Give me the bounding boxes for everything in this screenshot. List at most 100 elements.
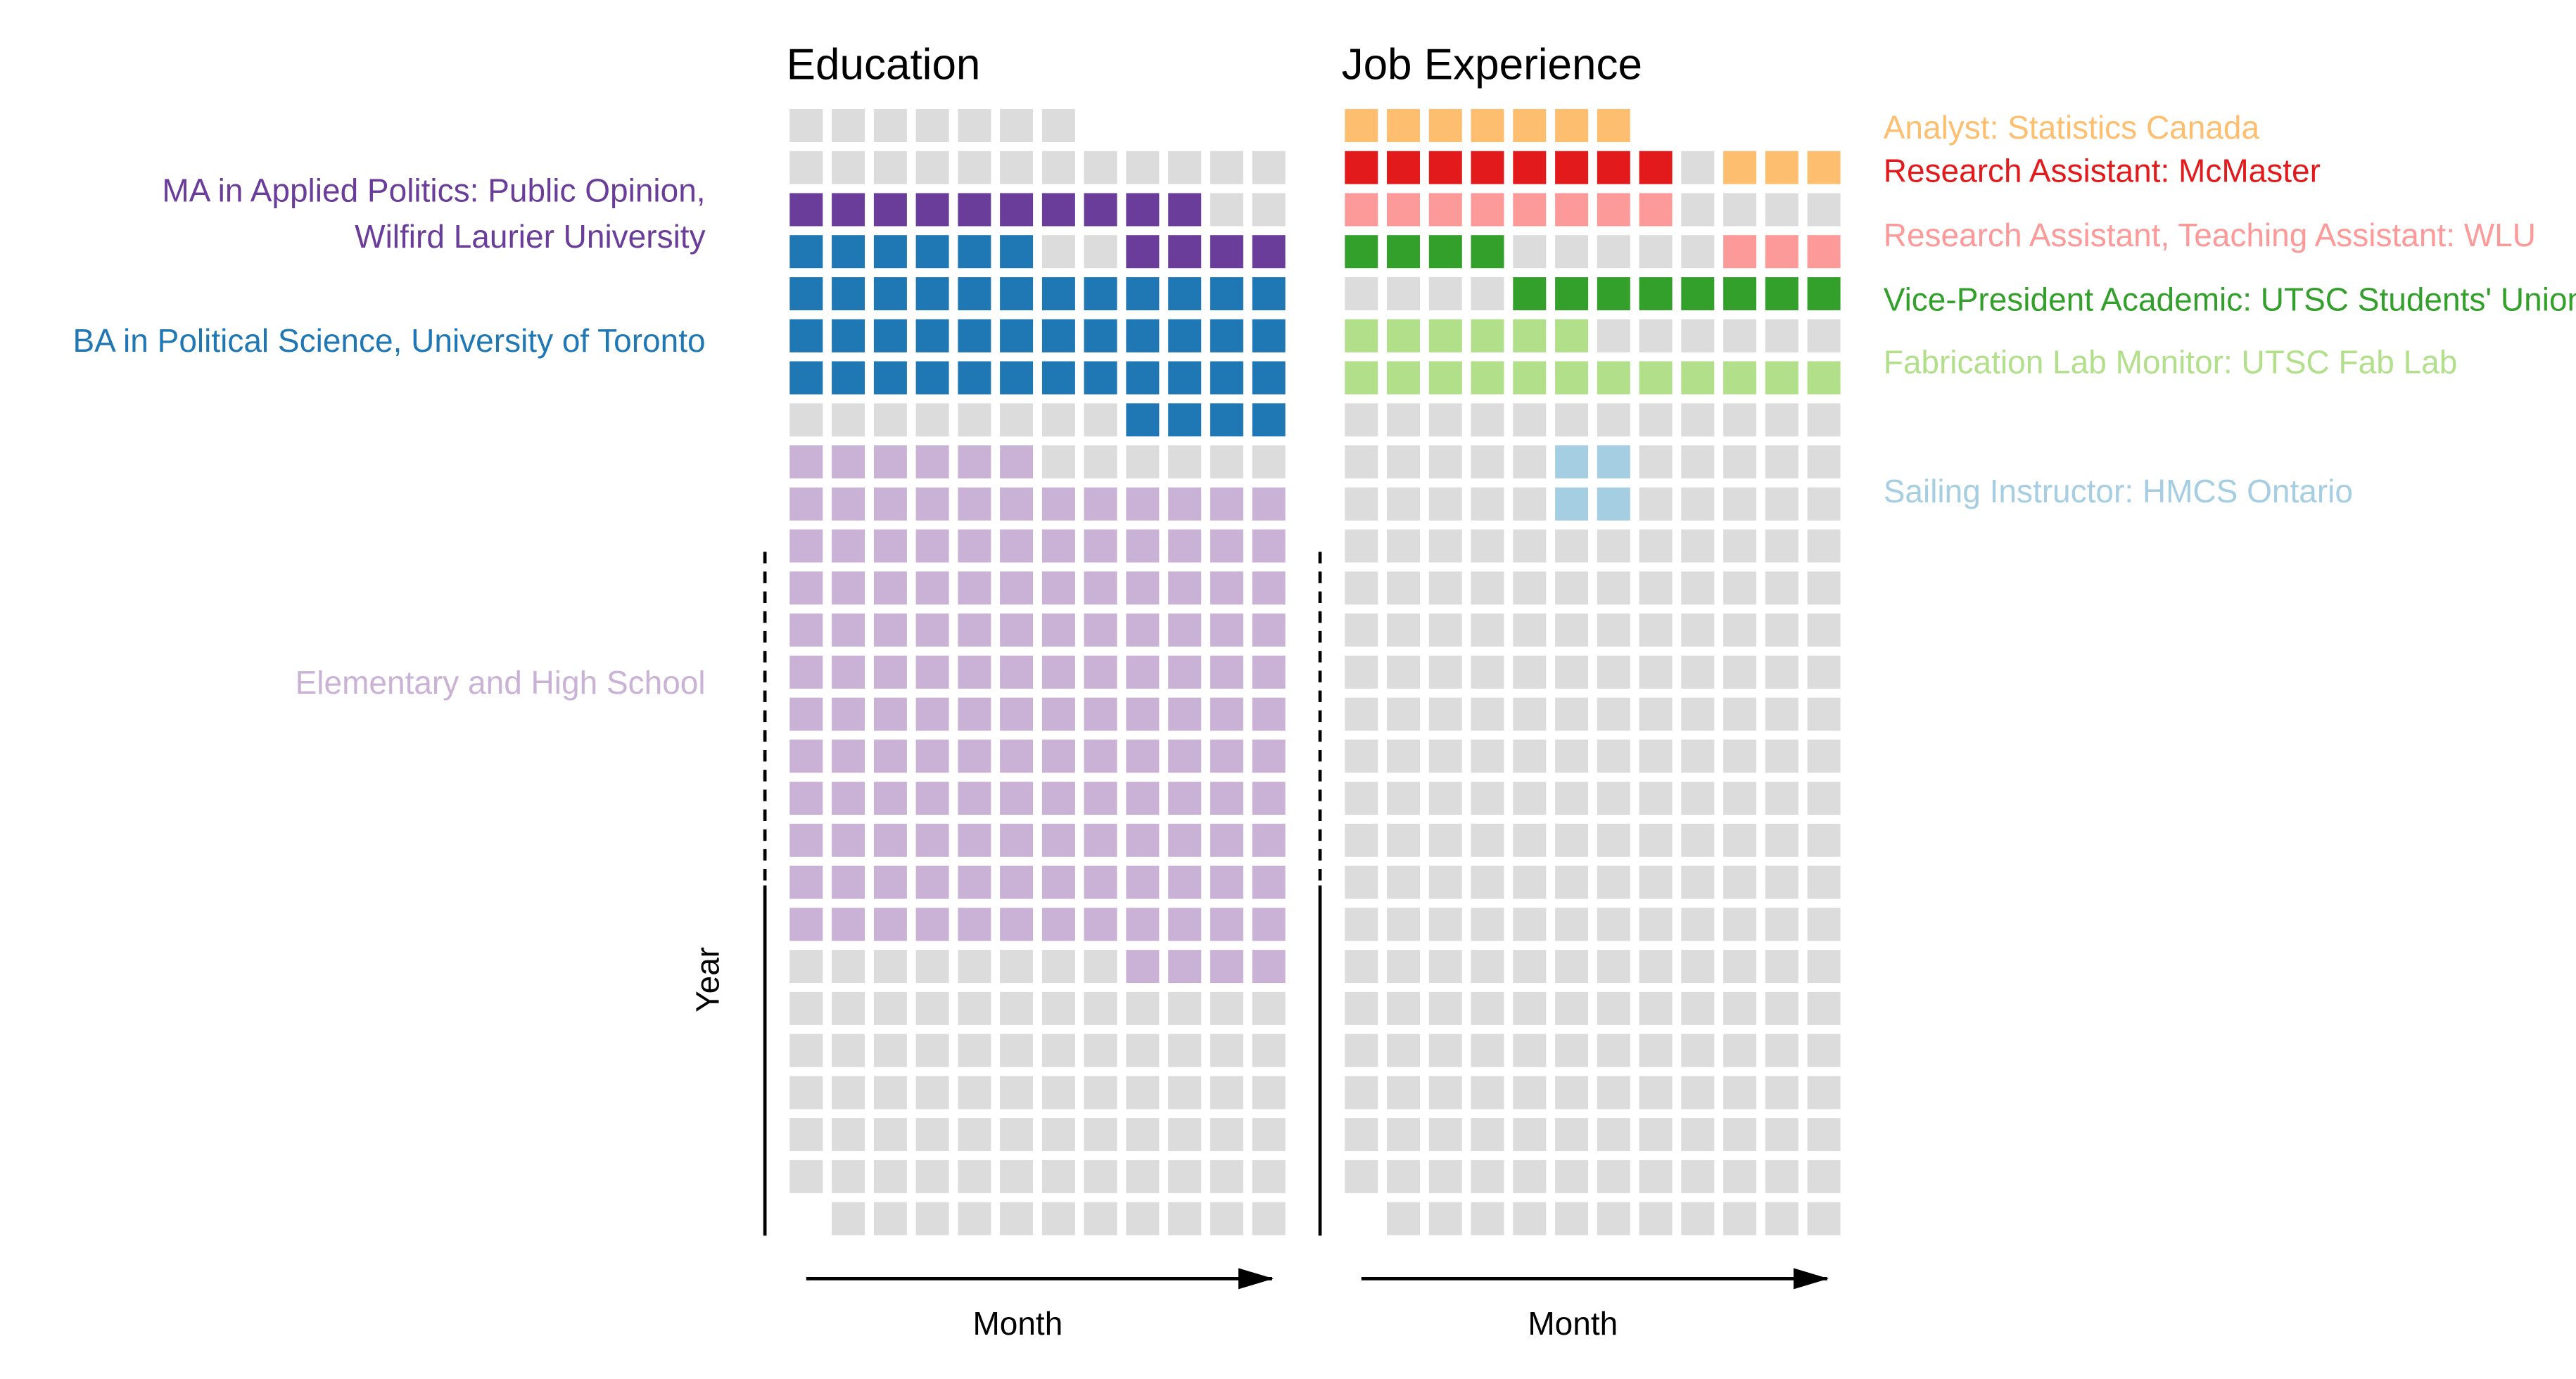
job-experience-cell-empty — [1639, 487, 1673, 521]
education-cell-empty — [1252, 1202, 1286, 1235]
education-cell-ba — [1126, 361, 1160, 395]
job-experience-cell-rw — [1639, 193, 1673, 227]
job-experience-cell-empty — [1345, 1159, 1378, 1193]
education-cell-empty — [789, 1076, 823, 1110]
education-cell-es — [1126, 865, 1160, 899]
education-cell-empty — [832, 109, 865, 142]
education-cell-es — [832, 487, 865, 521]
job-experience-cell-empty — [1807, 403, 1841, 437]
job-experience-cell-empty — [1807, 991, 1841, 1025]
education-cell-empty — [873, 109, 907, 142]
education-cell-es — [832, 782, 865, 815]
job-experience-cell-empty — [1387, 277, 1420, 310]
education-cell-es — [1252, 614, 1286, 647]
education-cell-es — [1252, 529, 1286, 563]
job-experience-cell-empty — [1428, 950, 1462, 984]
education-cell-empty — [1000, 1076, 1034, 1110]
education-cell-ma — [789, 193, 823, 227]
job-experience-cell-empty — [1513, 1034, 1547, 1067]
education-cell-empty — [1084, 151, 1117, 184]
education-cell-ba — [1252, 361, 1286, 395]
education-cell-empty — [1084, 1076, 1117, 1110]
education-cell-empty — [1000, 109, 1034, 142]
education-cell-ma — [1041, 193, 1075, 227]
job-experience-cell-empty — [1387, 908, 1420, 941]
education-cell-es — [1000, 908, 1034, 941]
education-cell-es — [958, 908, 991, 941]
job-experience-cell-fl — [1597, 361, 1630, 395]
education-cell-es — [1168, 487, 1202, 521]
job-experience-cell-empty — [1555, 865, 1589, 899]
education-cell-es — [1210, 908, 1243, 941]
job-experience-cell-empty — [1723, 697, 1757, 731]
education-cell-es — [789, 782, 823, 815]
education-cell-es — [1210, 782, 1243, 815]
job-experience-cell-fl — [1428, 361, 1462, 395]
education-cell-es — [958, 782, 991, 815]
education-cell-empty — [1252, 445, 1286, 478]
job-experience-cell-empty — [1807, 1202, 1841, 1235]
job-experience-cell-empty — [1681, 445, 1715, 478]
job-experience-cell-empty — [1807, 823, 1841, 857]
education-cell-empty — [1084, 1034, 1117, 1067]
education-cell-es — [915, 782, 949, 815]
education-cell-empty — [789, 1159, 823, 1193]
education-cell-es — [1126, 697, 1160, 731]
job-experience-cell-empty — [1597, 235, 1630, 269]
job-experience-cell-empty — [1555, 1076, 1589, 1110]
education-cell-es — [1000, 487, 1034, 521]
education-cell-es — [1210, 487, 1243, 521]
education-cell-ma — [1210, 235, 1243, 269]
job-experience-cell-empty — [1345, 1118, 1378, 1152]
job-experience-cell-empty — [1387, 1076, 1420, 1110]
job-experience-cell-empty — [1639, 991, 1673, 1025]
education-cell-ba — [873, 277, 907, 310]
job-experience-cell-empty — [1765, 823, 1798, 857]
job-experience-cell-rm — [1597, 151, 1630, 184]
job-experience-cell-empty — [1345, 697, 1378, 731]
job-experience-cell-empty — [1639, 614, 1673, 647]
job-experience-cell-empty — [1597, 529, 1630, 563]
job-experience-cell-rm — [1345, 151, 1378, 184]
education-cell-empty — [1041, 991, 1075, 1025]
education-cell-empty — [873, 151, 907, 184]
job-experience-cell-empty — [1765, 908, 1798, 941]
job-experience-cell-empty — [1639, 403, 1673, 437]
education-cell-ba — [1000, 277, 1034, 310]
job-experience-cell-vp — [1387, 235, 1420, 269]
education-cell-es — [1168, 655, 1202, 689]
job-experience-cell-empty — [1555, 403, 1589, 437]
job-experience-cell-vp — [1723, 277, 1757, 310]
education-cell-empty — [832, 1118, 865, 1152]
job-experience-cell-empty — [1597, 1076, 1630, 1110]
job-experience-cell-empty — [1513, 403, 1547, 437]
job-experience-cell-empty — [1765, 697, 1798, 731]
education-cell-ba — [1252, 277, 1286, 310]
education-cell-empty — [1084, 235, 1117, 269]
job-experience-cell-empty — [1639, 950, 1673, 984]
education-cell-empty — [958, 151, 991, 184]
education-cell-empty — [1084, 445, 1117, 478]
job-experience-cell-empty — [1723, 487, 1757, 521]
job-experience-cell-empty — [1428, 739, 1462, 773]
job-experience-cell-empty — [1345, 823, 1378, 857]
education-cell-es — [1168, 865, 1202, 899]
job-experience-cell-empty — [1765, 487, 1798, 521]
job-experience-cell-empty — [1639, 655, 1673, 689]
job-experience-cell-empty — [1428, 614, 1462, 647]
education-cell-empty — [915, 1076, 949, 1110]
education-cell-es — [958, 529, 991, 563]
job-experience-cell-empty — [1597, 865, 1630, 899]
job-experience-cell-empty — [1471, 1076, 1504, 1110]
job-experience-cell-empty — [1345, 739, 1378, 773]
job-experience-cell-empty — [1681, 991, 1715, 1025]
education-cell-empty — [832, 950, 865, 984]
education-cell-ba — [789, 319, 823, 352]
job-experience-cell-empty — [1428, 1034, 1462, 1067]
job-experience-cell-empty — [1597, 739, 1630, 773]
job-experience-cell-empty — [1597, 950, 1630, 984]
education-cell-es — [1168, 950, 1202, 984]
education-cell-ba — [958, 319, 991, 352]
education-cell-empty — [1168, 1159, 1202, 1193]
education-cell-ba — [1168, 403, 1202, 437]
